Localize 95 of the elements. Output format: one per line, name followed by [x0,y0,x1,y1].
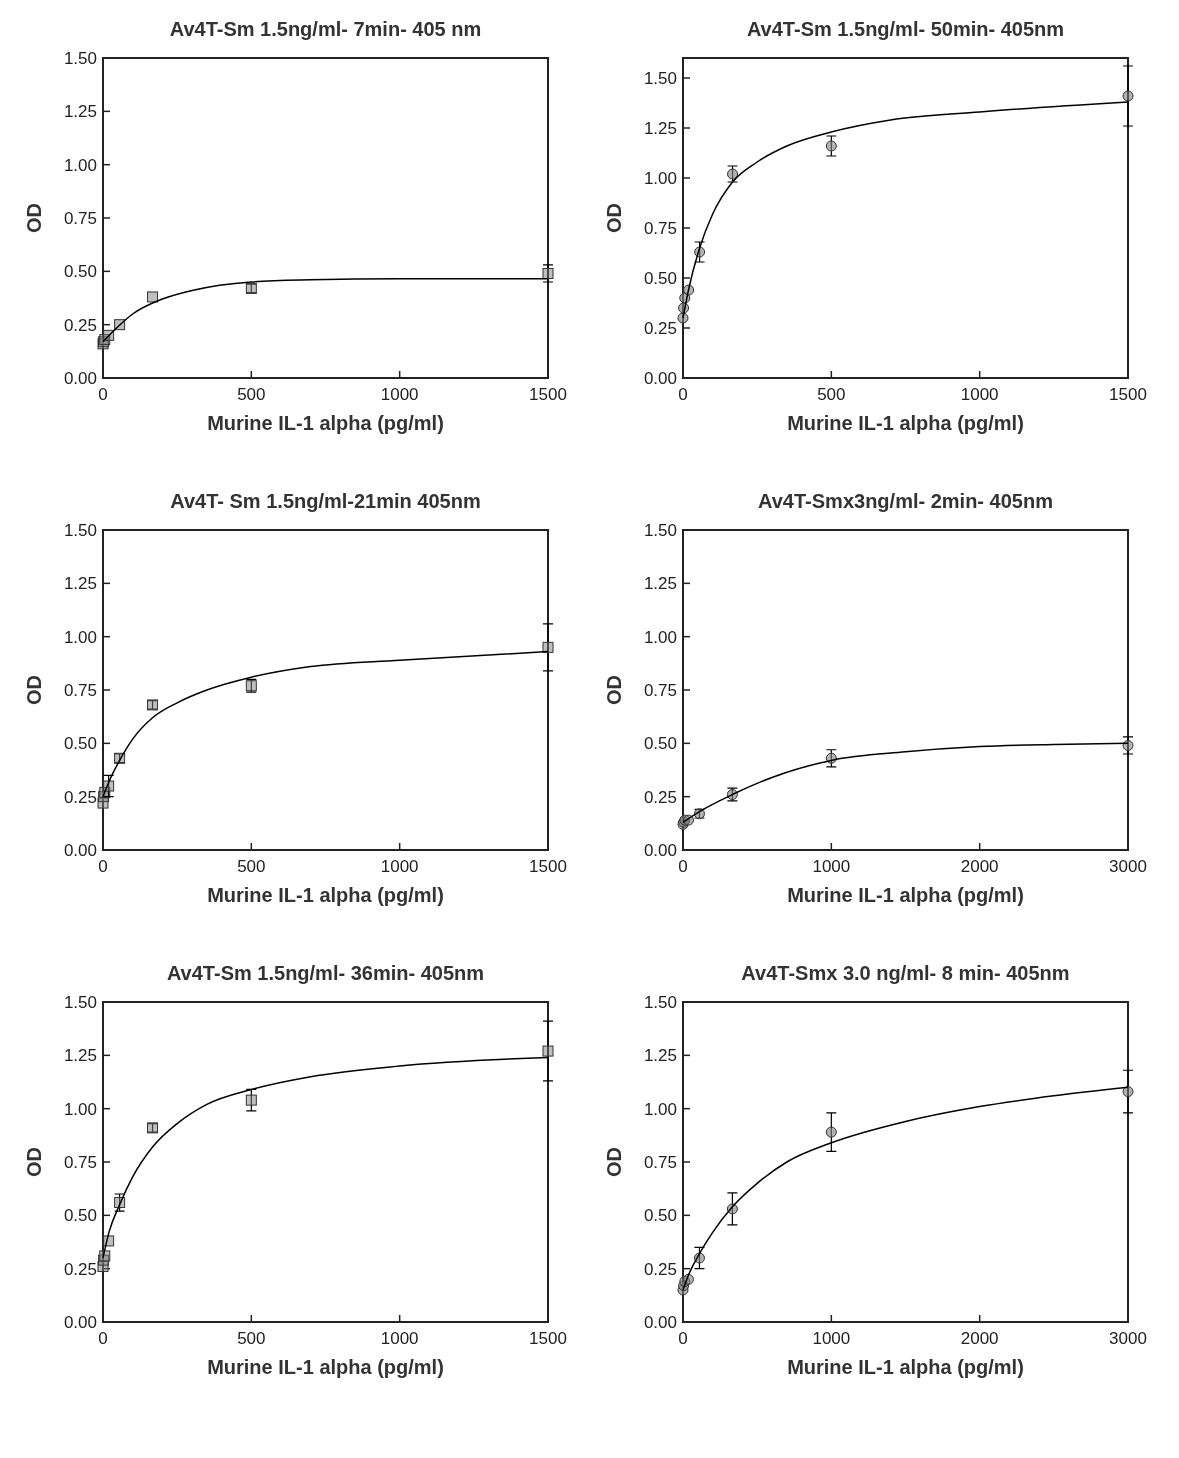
y-axis-title: OD [23,675,45,705]
y-tick-label: 0.00 [63,368,97,388]
x-tick-label: 1000 [812,857,851,876]
y-tick-label: 0.50 [643,734,677,754]
x-tick-label: 1000 [960,385,999,404]
x-tick-label: 2000 [960,857,999,876]
x-axis-title: Murine IL-1 alpha (pg/ml) [207,884,444,906]
y-tick-label: 0.25 [63,787,97,807]
point [542,1045,554,1057]
x-axis-title: Murine IL-1 alpha (pg/ml) [207,412,444,434]
x-axis-title: Murine IL-1 alpha (pg/ml) [787,1356,1024,1378]
point [677,312,689,324]
y-tick-label: 1.25 [643,1046,677,1066]
x-tick-label: 1500 [529,857,567,876]
point [1122,90,1134,102]
x-tick-label: 3000 [1109,857,1147,876]
point [825,140,837,152]
x-axis-title: Murine IL-1 alpha (pg/ml) [207,1356,444,1378]
x-tick-label: 1000 [812,1329,851,1348]
y-tick-label: 0.75 [63,680,97,700]
y-tick-label: 0.75 [63,1152,97,1172]
x-tick-label: 0 [98,385,108,404]
y-tick-label: 1.25 [63,102,97,122]
y-tick-label: 0.25 [63,1259,97,1279]
x-axis-title: Murine IL-1 alpha (pg/ml) [787,884,1024,906]
y-tick-label: 1.50 [643,520,677,540]
x-tick-label: 500 [817,385,846,404]
x-tick-label: 500 [237,857,266,876]
y-tick-label: 0.00 [643,840,677,860]
point [1122,739,1134,751]
x-tick-label: 1500 [529,1329,567,1348]
point [542,641,554,653]
y-tick-label: 0.00 [643,1312,677,1332]
x-tick-label: 0 [678,385,688,404]
y-tick-label: 1.00 [643,1099,677,1119]
y-axis-title: OD [603,203,625,233]
y-tick-label: 1.25 [643,574,677,594]
x-tick-label: 500 [237,1329,266,1348]
y-axis-title: OD [23,1147,45,1177]
y-tick-label: 1.25 [63,574,97,594]
y-tick-label: 1.25 [643,118,677,138]
y-tick-label: 1.50 [643,68,677,88]
y-tick-label: 0.25 [643,787,677,807]
x-tick-label: 1000 [380,857,419,876]
chart-title: Av4T-Smx 3.0 ng/ml- 8 min- 405nm [741,962,1070,984]
y-tick-label: 0.25 [63,315,97,335]
y-tick-label: 1.00 [63,1099,97,1119]
y-tick-label: 0.50 [63,734,97,754]
y-tick-label: 1.00 [63,155,97,175]
x-tick-label: 0 [98,857,108,876]
y-tick-label: 1.50 [643,992,677,1012]
point [825,1126,837,1138]
point [1122,1086,1134,1098]
x-axis-title: Murine IL-1 alpha (pg/ml) [787,412,1024,434]
y-axis-title: OD [23,203,45,233]
y-axis-title: OD [603,1147,625,1177]
x-tick-label: 500 [237,385,266,404]
x-tick-label: 1500 [529,385,567,404]
y-tick-label: 1.25 [63,1046,97,1066]
y-tick-label: 1.00 [643,168,677,188]
y-tick-label: 0.75 [643,1152,677,1172]
y-tick-label: 0.50 [643,268,677,288]
y-tick-label: 0.00 [63,840,97,860]
point [245,1094,257,1106]
x-tick-label: 1500 [1109,385,1147,404]
x-tick-label: 1000 [380,1329,419,1348]
chart-title: Av4T- Sm 1.5ng/ml-21min 405nm [170,490,481,512]
x-tick-label: 0 [678,1329,688,1348]
y-tick-label: 0.50 [63,1206,97,1226]
point [147,291,159,303]
y-tick-label: 1.50 [63,992,97,1012]
y-tick-label: 0.75 [643,218,677,238]
x-tick-label: 3000 [1109,1329,1147,1348]
y-axis-title: OD [603,675,625,705]
y-tick-label: 0.00 [643,368,677,388]
x-tick-label: 2000 [960,1329,999,1348]
chart-title: Av4T-Sm 1.5ng/ml- 36min- 405nm [166,962,485,984]
y-tick-label: 0.75 [643,680,677,700]
y-tick-label: 0.25 [643,1259,677,1279]
y-tick-label: 0.25 [643,318,677,338]
y-tick-label: 1.00 [643,627,677,647]
chart-title: Av4T-Smx3ng/ml- 2min- 405nm [758,490,1053,512]
point [542,267,554,279]
x-tick-label: 1000 [380,385,419,404]
y-tick-label: 1.50 [63,48,97,68]
y-tick-label: 1.00 [63,627,97,647]
y-tick-label: 1.50 [63,520,97,540]
y-tick-label: 0.50 [63,262,97,282]
chart-title: Av4T-Sm 1.5ng/ml- 50min- 405nm [746,18,1065,40]
y-tick-label: 0.00 [63,1312,97,1332]
y-tick-label: 0.50 [643,1206,677,1226]
y-tick-label: 0.75 [63,208,97,228]
chart-title: Av4T-Sm 1.5ng/ml- 7min- 405 nm [169,18,482,40]
x-tick-label: 0 [98,1329,108,1348]
x-tick-label: 0 [678,857,688,876]
